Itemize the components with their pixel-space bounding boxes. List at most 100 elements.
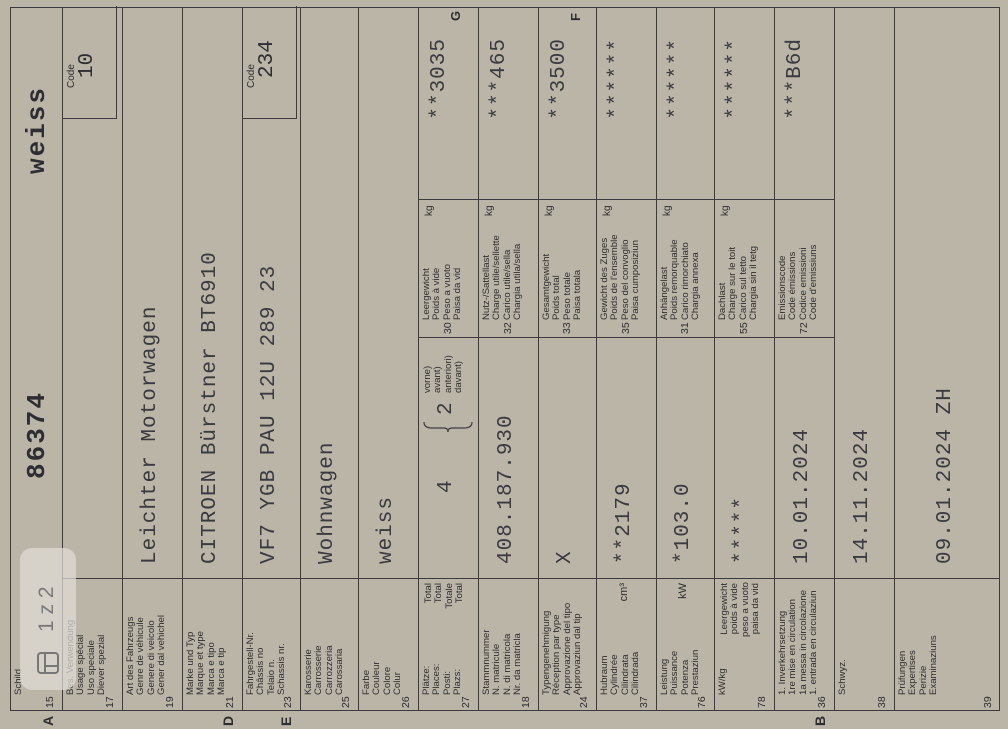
row-value: Leichter Motorwagen [139, 305, 162, 564]
row-label-line: Plazs: [452, 668, 464, 695]
row-value: 09.01.2024 ZH [934, 387, 957, 564]
right-unit: kg [720, 205, 731, 216]
row-line [122, 7, 123, 711]
right-label-line: Chargia utila/sella [512, 243, 524, 320]
right-label: Gewicht des Zuges Poids de l'ensemble Peso… [599, 234, 642, 320]
row-label-line: Diever spezial [96, 634, 108, 695]
right-label-line: Paisa totala [572, 269, 584, 320]
row-number: 37 [638, 696, 650, 708]
right-number: 32 [502, 322, 514, 334]
row-label-line: Gener dal vehichel [156, 615, 168, 695]
right-unit: kg [424, 205, 435, 216]
code-value: 10 [76, 52, 99, 78]
divider [62, 578, 1000, 579]
divider [418, 199, 834, 200]
right-label: Dachlast Charge sur le toit Carico sul tet… [717, 245, 760, 320]
row-label: kW/kg [717, 668, 728, 695]
row-label-line: Carossaria [334, 648, 346, 695]
right-label-line: Code d'emissiuns [808, 244, 820, 320]
right-value: ****** [606, 38, 629, 120]
right-number: 35 [620, 322, 632, 334]
row-label: Karosserie Carrosserie Carrozzeria Carossar… [303, 645, 346, 695]
front-label-line: davant) [453, 361, 465, 393]
row-line [714, 7, 715, 711]
row-unit: cm³ [618, 583, 630, 602]
row-label-line: Approvaziun dal tip [572, 613, 584, 695]
row-value: X [554, 550, 577, 564]
right-label: Gesamtgewicht Poids total Peso totale Paisa… [541, 254, 584, 320]
right-label-line: Paisa cumposiziun [630, 240, 642, 320]
row-label: Typengenehmigung Réception par type Approv… [541, 603, 584, 695]
row-value: *103.0 [672, 482, 695, 564]
row-label-line: 1. entrada en circulaziun [808, 590, 820, 695]
code-value: 234 [256, 40, 279, 78]
code-box: Code 10 [62, 6, 117, 119]
right-number: 33 [561, 322, 573, 334]
right-unit: kg [602, 205, 613, 216]
row-label-line: Nr. da matricla [512, 633, 524, 695]
row-line [656, 7, 657, 711]
right-value: ***465 [488, 38, 511, 120]
right-label: Anhängelast Poids remorquable Carico rimor… [659, 239, 702, 320]
row-number: 39 [982, 696, 994, 708]
right-value: ****** [666, 38, 689, 120]
right-value: **3035 [428, 38, 451, 120]
row-line [182, 7, 183, 711]
row-value: 408.187.930 [495, 414, 518, 564]
row-line [774, 7, 775, 711]
page-indicator: 1 z 2 [20, 548, 76, 690]
row-value: CITROEN Bürstner BT6910 [199, 251, 222, 564]
margin-mark: G [448, 10, 463, 21]
row-line [894, 7, 895, 711]
right-unit: kg [544, 205, 555, 216]
row-letter: E [278, 716, 294, 726]
row-number: 36 [816, 696, 828, 708]
row-line [538, 7, 539, 711]
row-label: 1. Inverkehrsetzung 1re mise en circulati… [777, 590, 820, 695]
page-indicator-text: 1 z 2 [35, 586, 58, 632]
row-number: 76 [696, 696, 708, 708]
right-value: **3500 [548, 38, 571, 120]
row-label: Farbe Couleur Colore Colur [361, 661, 404, 695]
row-label: Art des Fahrzeugs Genre de véhicule Genere… [125, 615, 168, 695]
brace [423, 421, 473, 433]
right-label-line: Chargia sin il tetg [748, 245, 760, 320]
margin-mark: F [568, 13, 583, 21]
page-icon [37, 652, 59, 674]
row-label-line: Examinaziuns [928, 635, 940, 695]
row-number: 23 [282, 696, 294, 708]
row-unit: kW [677, 583, 689, 599]
row-value: 14.11.2024 [851, 427, 874, 564]
row-label-line: Colur [392, 672, 404, 695]
row-label: Hubraum Cylindrée Cilindrata Cilindrada [599, 652, 642, 695]
row-label: Schwyz. [837, 659, 848, 695]
row-letter: D [220, 715, 236, 726]
right-unit: kg [662, 205, 673, 216]
row-extra: weiss [22, 85, 52, 174]
row-value: 10.01.2024 [791, 427, 814, 564]
row-number: 19 [164, 696, 176, 708]
row-value: ***** [731, 495, 754, 564]
row-label: Stammnummer N. matricule N. di matricola Nr… [481, 629, 524, 695]
right-label: Emissionscode Code émissions Codice emissi… [777, 244, 820, 320]
right-value: ****** [724, 38, 747, 120]
row-label: Leergewicht poids à vide peso a vuoto paisa… [719, 582, 762, 637]
row-line [418, 7, 419, 711]
row-value: VF7 YGB PAU 12U 289 23 [258, 264, 281, 564]
row-letter: A [40, 715, 56, 726]
row-label: Fahrgestell-Nr. Châssis no Telaio n. Schass… [245, 632, 288, 695]
right-number: 72 [798, 322, 810, 334]
row-number: 17 [104, 696, 116, 708]
row-label: Prüfungen Expertises Perizie Examinaziuns [897, 635, 940, 695]
row-label: Marke und Typ Marque et type Marca e tipo M… [185, 631, 228, 695]
row-value: **2179 [613, 482, 636, 564]
row-value: weiss [375, 495, 398, 564]
divider [418, 337, 834, 338]
row-value: 4 [435, 479, 458, 493]
row-letter: B [812, 715, 828, 726]
row-number: 38 [876, 696, 888, 708]
code-box: Code 234 [242, 6, 297, 119]
right-label-line: Chargia annexa [690, 252, 702, 320]
